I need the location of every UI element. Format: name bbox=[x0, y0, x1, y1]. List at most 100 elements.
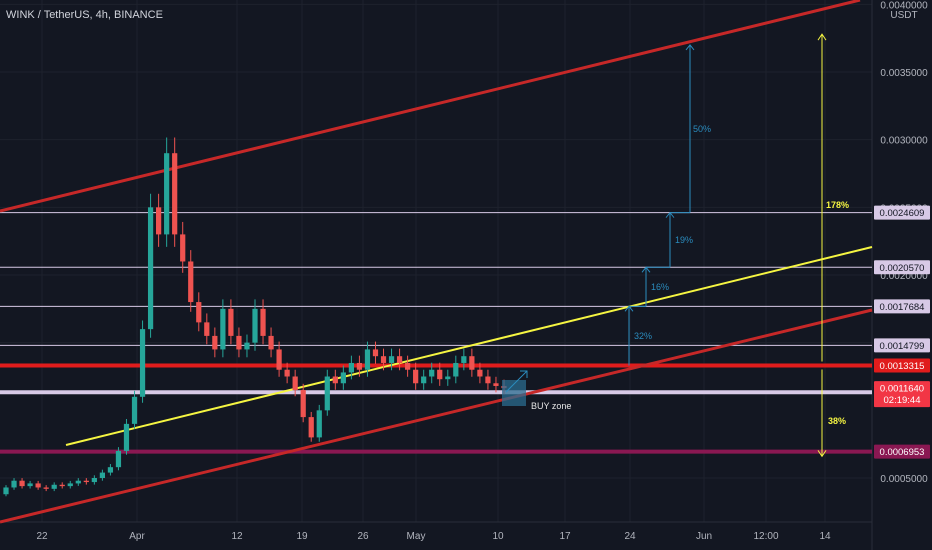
candle bbox=[43, 487, 49, 489]
candle bbox=[485, 376, 491, 384]
candle bbox=[244, 342, 250, 350]
candle bbox=[429, 369, 435, 377]
candle bbox=[372, 349, 379, 357]
candle bbox=[91, 478, 97, 483]
range-down-head bbox=[817, 450, 827, 458]
candle bbox=[469, 356, 475, 370]
candle bbox=[220, 308, 226, 350]
y-tick-label: 0.0040000 bbox=[880, 0, 928, 11]
projection-arrow-head bbox=[685, 44, 695, 51]
candle bbox=[139, 329, 146, 397]
x-tick-label: 24 bbox=[624, 531, 636, 542]
range-up-label: 178% bbox=[826, 200, 849, 210]
candle bbox=[11, 480, 17, 488]
candle bbox=[421, 376, 427, 384]
x-tick-label: Apr bbox=[129, 531, 145, 542]
candle bbox=[228, 308, 234, 336]
currency-label: USDT bbox=[890, 10, 917, 21]
last-price-countdown: 02:19:44 bbox=[884, 395, 921, 406]
x-tick-label: 12:00 bbox=[753, 531, 778, 542]
candle bbox=[300, 390, 306, 418]
last-price-label: 0.0011640 bbox=[880, 384, 924, 395]
candle bbox=[493, 383, 499, 386]
x-axis[interactable]: 22 Apr 12 19 26 May 10 17 24 Jun 12:00 14 bbox=[36, 531, 831, 542]
candle bbox=[147, 207, 154, 330]
candle bbox=[405, 362, 411, 370]
candle bbox=[156, 207, 162, 235]
candle bbox=[212, 335, 218, 350]
candle bbox=[308, 417, 314, 438]
candle bbox=[19, 480, 25, 487]
candle bbox=[204, 322, 210, 336]
chart-title: WINK / TetherUS, 4h, BINANCE bbox=[6, 9, 163, 21]
candle bbox=[83, 480, 89, 483]
x-tick-label: 26 bbox=[357, 531, 369, 542]
y-tick-label: 0.0030000 bbox=[880, 136, 928, 147]
y-tick-label: 0.0005000 bbox=[880, 474, 928, 485]
trend-channels[interactable] bbox=[0, 0, 873, 524]
candle bbox=[164, 153, 170, 235]
price-label: 0.0013315 bbox=[880, 361, 925, 372]
candle bbox=[123, 423, 130, 451]
candle bbox=[59, 484, 65, 487]
candle bbox=[115, 450, 122, 468]
candle bbox=[477, 369, 483, 377]
channel-upper bbox=[0, 0, 861, 213]
candle bbox=[348, 362, 354, 373]
axis-frame bbox=[0, 0, 873, 550]
price-label-bg bbox=[874, 358, 930, 373]
candle bbox=[388, 356, 395, 363]
chart-grid bbox=[0, 0, 872, 522]
candle bbox=[364, 349, 371, 370]
candle bbox=[445, 376, 451, 380]
y-tick-label: 0.0020000 bbox=[880, 271, 928, 282]
x-tick-label: 14 bbox=[819, 531, 831, 542]
candle bbox=[196, 302, 202, 323]
candle bbox=[260, 308, 266, 336]
x-tick-label: 17 bbox=[559, 531, 571, 542]
candle bbox=[268, 335, 274, 350]
candle bbox=[180, 234, 186, 262]
price-label: 0.0014799 bbox=[880, 341, 925, 352]
price-label: 0.0024609 bbox=[880, 208, 925, 219]
projection-percent: 16% bbox=[651, 282, 669, 292]
x-tick-label: 22 bbox=[36, 531, 48, 542]
candle bbox=[332, 376, 338, 384]
channel-lower bbox=[0, 308, 873, 524]
projection-percent: 19% bbox=[675, 235, 693, 245]
candle bbox=[67, 483, 73, 487]
price-label: 0.0017684 bbox=[880, 302, 925, 313]
range-up-head bbox=[817, 33, 827, 41]
buy-zone-label: BUY zone bbox=[531, 401, 571, 411]
candle bbox=[27, 483, 33, 487]
price-label-bg bbox=[874, 299, 930, 314]
candle bbox=[292, 376, 298, 391]
last-price-bg bbox=[874, 381, 930, 408]
buy-zone: BUY zone bbox=[502, 370, 571, 411]
candle bbox=[276, 349, 282, 370]
candle bbox=[3, 487, 9, 495]
x-tick-label: Jun bbox=[696, 531, 712, 542]
price-label-bg bbox=[874, 444, 930, 459]
candle bbox=[324, 376, 330, 411]
range-down-label: 38% bbox=[828, 416, 846, 426]
buy-zone-arrow-head bbox=[520, 370, 528, 378]
horizontal-levels[interactable] bbox=[0, 212, 872, 454]
candle bbox=[356, 362, 363, 370]
x-tick-label: 12 bbox=[231, 531, 243, 542]
candle bbox=[188, 261, 194, 303]
candle bbox=[252, 308, 258, 343]
trendline-yellow bbox=[65, 246, 873, 446]
candle bbox=[380, 356, 387, 363]
projection-percent: 32% bbox=[634, 331, 652, 341]
candle bbox=[172, 153, 178, 235]
candle bbox=[107, 467, 114, 473]
range-ruler: 178% 38% bbox=[817, 33, 849, 458]
x-tick-label: May bbox=[407, 531, 426, 542]
candle bbox=[453, 362, 459, 377]
y-tick-label: 0.0035000 bbox=[880, 68, 928, 79]
price-labels: 0.0024609 0.0020570 0.0017684 0.0014799 0.00… bbox=[874, 205, 930, 459]
candle bbox=[413, 369, 419, 384]
candle bbox=[236, 335, 242, 350]
